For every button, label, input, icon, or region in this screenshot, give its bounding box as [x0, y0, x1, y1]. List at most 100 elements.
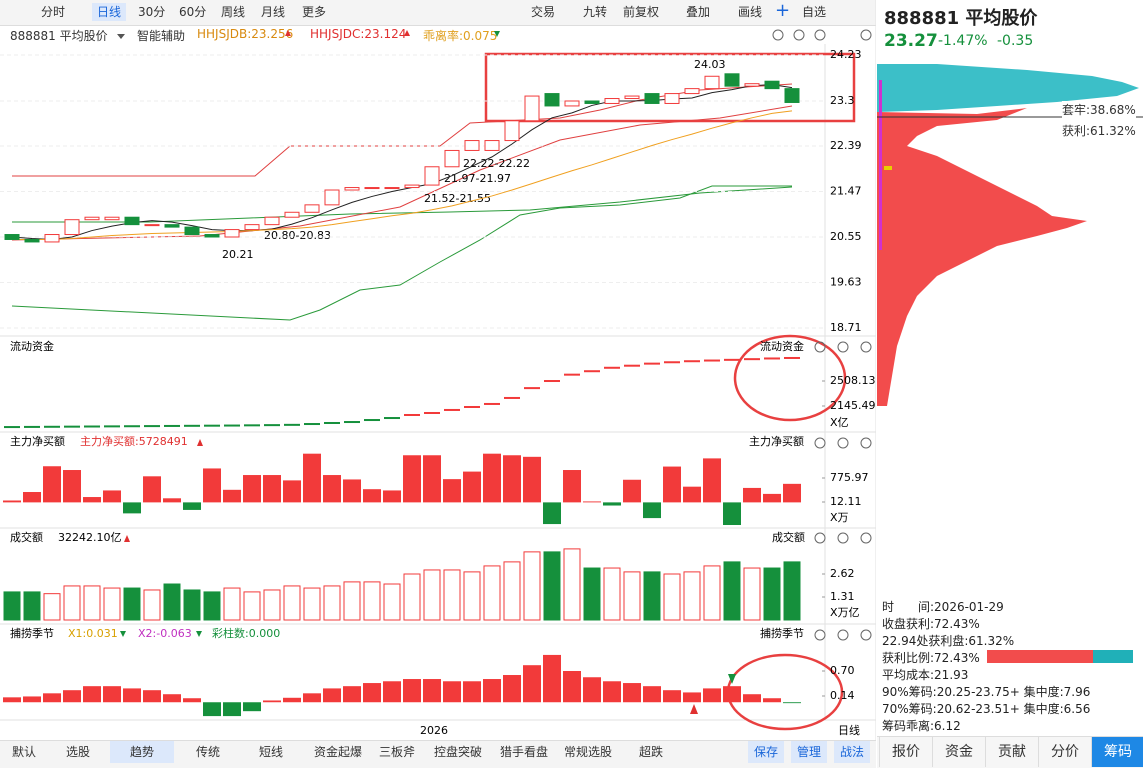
flow-dash [544, 380, 560, 383]
bar [103, 490, 121, 503]
button[interactable]: 前复权 [623, 5, 660, 19]
tab[interactable]: 60分 [179, 5, 207, 19]
loss-bar [1093, 650, 1133, 663]
candle [4, 234, 20, 240]
tab[interactable]: 资金起爆 [313, 745, 362, 759]
candle [384, 187, 400, 190]
volume-bar [103, 587, 121, 621]
price-note: 22.22-22.22 [463, 157, 530, 170]
indicator: 彩柱数:0.000 [212, 626, 280, 640]
bar [163, 498, 181, 503]
tab[interactable]: 分时 [41, 5, 66, 19]
tab[interactable]: 趋势 [110, 741, 174, 763]
tab[interactable]: 控盘突破 [433, 745, 482, 759]
candle [684, 88, 700, 95]
flow-dash [224, 424, 240, 427]
tab[interactable]: 30分 [138, 5, 166, 19]
y-tick-label: 0.14 [830, 689, 855, 702]
bar [503, 675, 521, 703]
y-tick-label: 22.39 [830, 139, 862, 152]
bar [283, 697, 301, 703]
stat: 90%筹码:20.25-23.75+ 集中度:7.96 [882, 685, 1091, 699]
candle [584, 100, 600, 104]
bar [23, 696, 41, 703]
bar [83, 497, 101, 503]
stat: 获利比例:72.43% [882, 651, 980, 665]
button[interactable]: 交易 [531, 5, 556, 19]
assist[interactable]: 智能辅助 [137, 29, 186, 43]
bar [183, 698, 201, 703]
bar [603, 502, 621, 506]
bar [83, 686, 101, 703]
stat: 平均成本:21.93 [882, 668, 969, 682]
flow-dash [44, 425, 60, 428]
candle [704, 75, 720, 90]
bar [423, 455, 441, 503]
button[interactable]: 管理 [791, 741, 827, 763]
button[interactable]: 叠加 [686, 5, 711, 19]
bar [443, 479, 461, 503]
bar [43, 693, 61, 703]
bar [323, 688, 341, 703]
tab[interactable]: 分价 [1038, 737, 1091, 767]
flow-dash [724, 358, 740, 361]
volume-bar [603, 567, 621, 621]
bar [403, 455, 421, 503]
candle [344, 187, 360, 191]
tab[interactable]: 资金 [932, 737, 985, 767]
bar [663, 466, 681, 503]
tab[interactable]: 超跌 [638, 745, 663, 759]
flow-dash [184, 424, 200, 427]
volume-bar [563, 548, 581, 621]
bar [543, 502, 561, 525]
tab[interactable]: 选股 [65, 745, 90, 759]
bar [263, 700, 281, 703]
bar [203, 468, 221, 503]
price-note: 21.97-21.97 [444, 172, 511, 185]
tab[interactable]: 传统 [195, 745, 220, 759]
candle [104, 216, 120, 221]
bar [523, 665, 541, 703]
tab[interactable]: 月线 [261, 5, 286, 19]
tab[interactable]: 贡献 [985, 737, 1038, 767]
candle [364, 187, 380, 190]
bar [243, 702, 261, 712]
indicator: X1:0.031 [68, 627, 118, 640]
candle [664, 93, 680, 104]
tab[interactable]: 默认 [11, 745, 36, 759]
flow-dash [424, 411, 440, 414]
button[interactable]: 九转 [583, 5, 608, 19]
tab[interactable]: 筹码 [1091, 737, 1143, 767]
bar [23, 492, 41, 503]
candle [644, 93, 660, 104]
flow-dash [664, 361, 680, 364]
bar [343, 479, 361, 503]
tab[interactable]: 短线 [258, 745, 283, 759]
bar [643, 502, 661, 519]
tab[interactable]: 周线 [221, 5, 246, 19]
volume-bar [523, 551, 541, 621]
y-tick-label: 2508.13 [830, 374, 876, 387]
volume-bar [43, 593, 61, 621]
bar [583, 501, 601, 503]
bar [563, 671, 581, 703]
bar [3, 500, 21, 503]
panel-icons[interactable] [772, 29, 872, 641]
tab[interactable]: 猎手看盘 [499, 745, 548, 759]
candle [184, 226, 200, 236]
tab[interactable]: 报价 [879, 737, 932, 767]
panel-title: 主力净买额 [749, 434, 804, 448]
tab[interactable]: 日线 [92, 3, 127, 21]
candle [764, 80, 780, 90]
y-tick-label: 23.3 [830, 94, 855, 107]
button[interactable]: 自选 [802, 5, 827, 19]
tab[interactable]: 更多 [302, 5, 327, 19]
tab[interactable]: 三板斧 [378, 745, 415, 759]
button[interactable]: 战法 [834, 741, 870, 763]
tab[interactable]: 常规选股 [563, 745, 612, 759]
button[interactable]: 保存 [748, 741, 784, 763]
y-tick-label: 19.63 [830, 276, 862, 289]
bar [623, 479, 641, 503]
candle [724, 73, 740, 87]
button[interactable]: 画线 [738, 5, 763, 19]
